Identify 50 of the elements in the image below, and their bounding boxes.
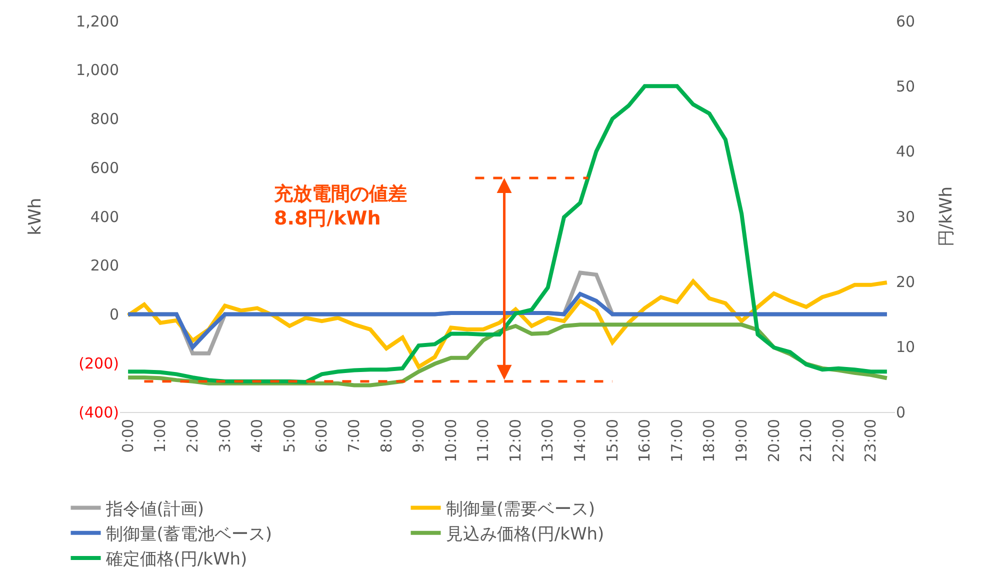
x-tick-label: 16:00: [636, 419, 654, 462]
legend-label: 指令値(計画): [104, 499, 204, 520]
y-tick-label: 200: [90, 256, 119, 275]
x-tick-label: 23:00: [862, 419, 880, 462]
x-tick-label: 21:00: [797, 419, 816, 462]
x-tick-label: 22:00: [829, 419, 848, 462]
y-tick-label: 600: [90, 158, 119, 177]
legend-label: 制御量(蓄電池ベース): [106, 524, 272, 544]
x-tick-label: 7:00: [344, 419, 363, 453]
x-tick-label: 12:00: [506, 419, 524, 462]
x-tick-label: 10:00: [442, 419, 460, 462]
x-tick-label: 6:00: [312, 419, 331, 453]
x-tick-label: 14:00: [571, 419, 590, 462]
x-tick-label: 18:00: [700, 419, 718, 462]
legend-label: 見込み価格(円/kWh): [446, 524, 604, 544]
y-tick-label: 0: [109, 306, 119, 324]
y2-tick-label: 60: [896, 12, 916, 30]
x-tick-label: 11:00: [474, 419, 492, 462]
y2-tick-label: 30: [896, 208, 916, 226]
y-tick-label: 400: [90, 208, 119, 226]
x-tick-label: 13:00: [538, 419, 557, 462]
y-tick-label: 1,000: [76, 61, 119, 80]
line-series: [126, 292, 889, 350]
x-tick-label: 8:00: [377, 419, 396, 453]
y2-tick-label: 40: [896, 142, 916, 161]
x-tick-label: 20:00: [764, 419, 783, 462]
y-tick-label: 800: [90, 110, 119, 128]
annotation: 充放電間の値差 8.8円/kWh: [273, 183, 407, 230]
x-tick-label: 17:00: [668, 419, 686, 462]
legend-label: 確定価格(円/kWh): [104, 550, 248, 570]
x-tick-label: 3:00: [216, 419, 234, 453]
y2-axis-title: 円/kWh: [936, 186, 956, 247]
x-tick-label: 19:00: [732, 419, 750, 462]
y2-tick-label: 20: [896, 272, 916, 291]
y2-tick-label: 0: [896, 403, 906, 422]
x-tick-label: 15:00: [603, 419, 622, 462]
y2-tick-label: 50: [896, 77, 916, 96]
x-tick-label: 1:00: [151, 419, 170, 453]
x-tick-label: 2:00: [184, 419, 202, 453]
x-tick-label: 4:00: [248, 419, 266, 453]
x-tick-label: 0:00: [118, 419, 137, 453]
y-axis-title: kWh: [26, 198, 46, 236]
y-tick-label: (200): [78, 354, 119, 372]
x-tick-label: 5:00: [280, 419, 298, 453]
line-series: [126, 84, 889, 384]
y2-tick-label: 10: [896, 338, 916, 356]
legend-label: 制御量(需要ベース): [446, 499, 596, 520]
y-tick-label: 1,200: [76, 12, 119, 30]
y-tick-label: (400): [78, 403, 119, 422]
x-tick-label: 9:00: [410, 419, 428, 453]
